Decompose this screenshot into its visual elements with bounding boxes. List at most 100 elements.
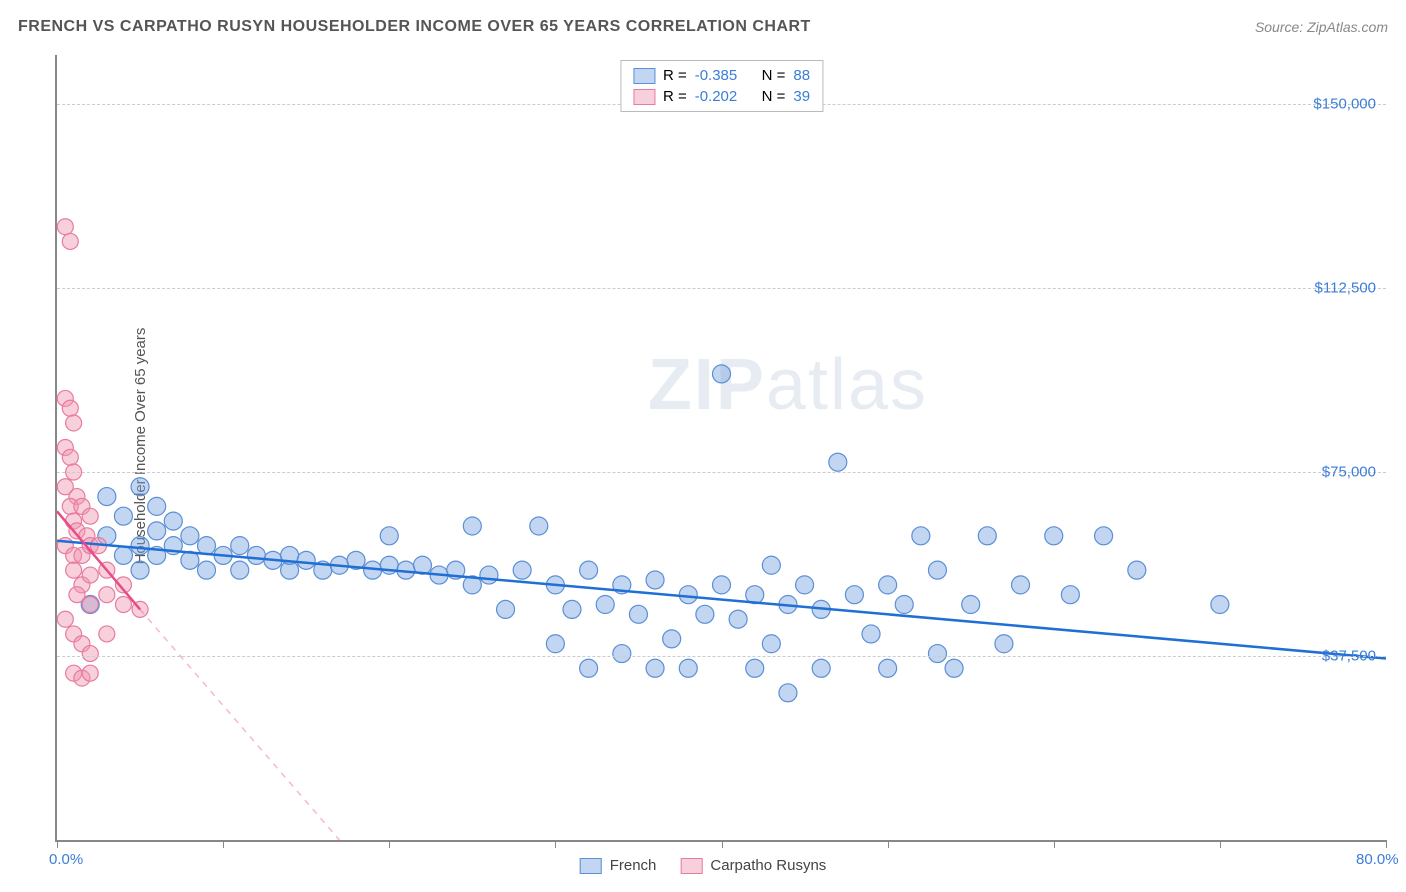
data-point [148, 522, 166, 540]
data-point [746, 659, 764, 677]
x-tick [1054, 840, 1055, 848]
y-tick-label: $112,500 [1315, 280, 1376, 297]
data-point [1128, 561, 1146, 579]
source-value: ZipAtlas.com [1307, 19, 1388, 35]
data-point [646, 659, 664, 677]
data-point [1211, 596, 1229, 614]
r-value: -0.385 [695, 67, 738, 84]
trend-line-extension [140, 609, 339, 840]
legend-item: French [580, 857, 657, 874]
data-point [247, 546, 265, 564]
scatter-plot-svg [57, 55, 1386, 840]
data-point [513, 561, 531, 579]
data-point [99, 626, 115, 642]
trend-line [57, 541, 1386, 659]
data-point [82, 597, 98, 613]
data-point [679, 659, 697, 677]
data-point [57, 611, 73, 627]
legend-label: French [610, 857, 657, 874]
data-point [497, 600, 515, 618]
series-legend: French Carpatho Rusyns [580, 857, 827, 874]
x-tick [57, 840, 58, 848]
data-point [1061, 586, 1079, 604]
data-point [98, 488, 116, 506]
data-point [629, 605, 647, 623]
data-point [580, 561, 598, 579]
data-point [879, 659, 897, 677]
n-label: N = [762, 67, 786, 84]
data-point [463, 517, 481, 535]
data-point [762, 556, 780, 574]
data-point [164, 512, 182, 530]
data-point [297, 551, 315, 569]
x-tick [888, 840, 889, 848]
legend-row: R = -0.385 N = 88 [633, 65, 810, 86]
data-point [114, 546, 132, 564]
data-point [131, 537, 149, 555]
data-point [613, 645, 631, 663]
data-point [82, 646, 98, 662]
n-value: 39 [793, 88, 810, 105]
data-point [181, 527, 199, 545]
source-attribution: Source: ZipAtlas.com [1255, 19, 1388, 35]
data-point [148, 497, 166, 515]
y-tick-label: $75,000 [1322, 464, 1376, 481]
legend-swatch [580, 858, 602, 874]
gridline [57, 656, 1386, 657]
legend-item: Carpatho Rusyns [680, 857, 826, 874]
data-point [66, 562, 82, 578]
x-tick [389, 840, 390, 848]
data-point [99, 587, 115, 603]
data-point [82, 665, 98, 681]
gridline [57, 472, 1386, 473]
data-point [879, 576, 897, 594]
data-point [995, 635, 1013, 653]
data-point [57, 219, 73, 235]
data-point [646, 571, 664, 589]
source-label: Source: [1255, 19, 1303, 35]
data-point [131, 561, 149, 579]
data-point [978, 527, 996, 545]
data-point [779, 684, 797, 702]
n-label: N = [762, 88, 786, 105]
data-point [580, 659, 598, 677]
data-point [895, 596, 913, 614]
data-point [596, 596, 614, 614]
data-point [679, 586, 697, 604]
chart-title: FRENCH VS CARPATHO RUSYN HOUSEHOLDER INC… [18, 18, 811, 36]
data-point [231, 537, 249, 555]
data-point [1095, 527, 1113, 545]
data-point [131, 478, 149, 496]
y-tick-label: $37,500 [1322, 648, 1376, 665]
data-point [62, 233, 78, 249]
data-point [82, 567, 98, 583]
data-point [1012, 576, 1030, 594]
data-point [115, 597, 131, 613]
correlation-legend: R = -0.385 N = 88 R = -0.202 N = 39 [620, 60, 823, 112]
data-point [928, 645, 946, 663]
data-point [845, 586, 863, 604]
chart-plot-area: ZIPatlas R = -0.385 N = 88 R = -0.202 N … [55, 55, 1386, 842]
data-point [546, 635, 564, 653]
legend-swatch [680, 858, 702, 874]
data-point [563, 600, 581, 618]
data-point [945, 659, 963, 677]
data-point [62, 449, 78, 465]
data-point [829, 453, 847, 471]
legend-row: R = -0.202 N = 39 [633, 86, 810, 107]
data-point [862, 625, 880, 643]
legend-swatch [633, 89, 655, 105]
data-point [198, 561, 216, 579]
data-point [198, 537, 216, 555]
x-tick [555, 840, 556, 848]
y-tick-label: $150,000 [1313, 96, 1376, 113]
x-tick-label: 80.0% [1356, 851, 1399, 868]
r-label: R = [663, 67, 687, 84]
data-point [380, 527, 398, 545]
data-point [928, 561, 946, 579]
data-point [231, 561, 249, 579]
x-tick-label: 0.0% [49, 851, 83, 868]
data-point [530, 517, 548, 535]
n-value: 88 [793, 67, 810, 84]
data-point [762, 635, 780, 653]
